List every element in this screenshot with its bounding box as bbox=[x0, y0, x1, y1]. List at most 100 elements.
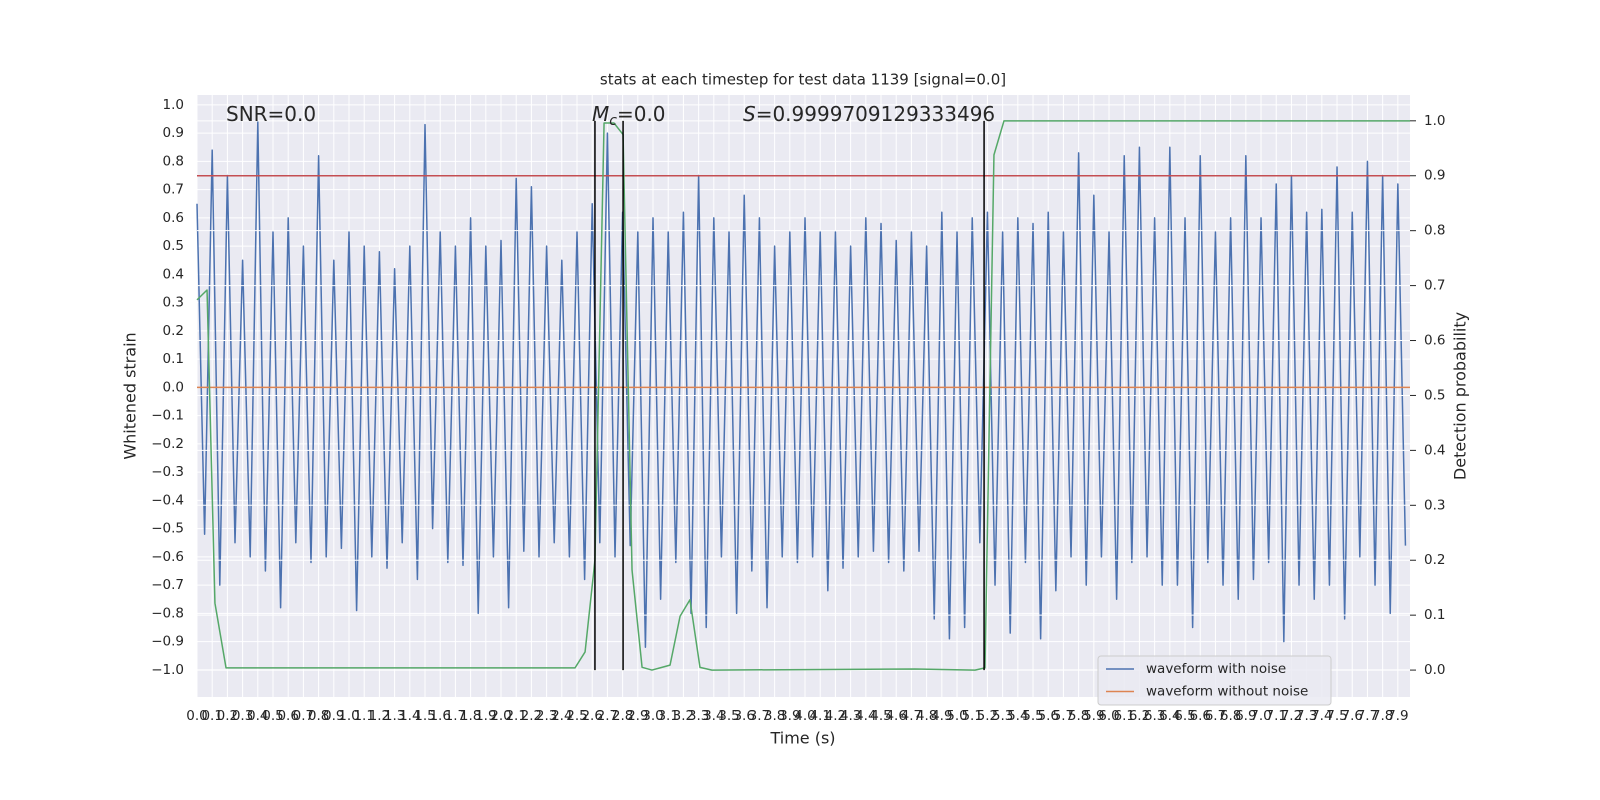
x-tick-label: 6.8 bbox=[1220, 708, 1241, 724]
x-tick-label: 7.6 bbox=[1341, 708, 1362, 724]
legend-label: waveform without noise bbox=[1146, 684, 1308, 700]
x-tick-label: 1.5 bbox=[414, 708, 435, 724]
x-tick-label: 0.1 bbox=[201, 708, 222, 724]
x-tick-label: 0.6 bbox=[277, 708, 298, 724]
x-tick-label: 4.4 bbox=[855, 708, 876, 724]
x-tick-label: 6.9 bbox=[1235, 708, 1256, 724]
x-tick-label: 3.8 bbox=[764, 708, 785, 724]
y-tick-label: −0.7 bbox=[151, 577, 184, 593]
annotation-text: =0.9999709129333496 bbox=[756, 102, 995, 126]
x-tick-label: 1.0 bbox=[338, 708, 359, 724]
y2-tick-label: 1.0 bbox=[1424, 113, 1445, 129]
y-tick-label: 0.2 bbox=[163, 323, 184, 339]
x-tick-label: 3.5 bbox=[718, 708, 739, 724]
x-tick-label: 0.5 bbox=[262, 708, 283, 724]
y2-tick-label: 0.3 bbox=[1424, 497, 1445, 513]
x-tick-label: 3.4 bbox=[703, 708, 724, 724]
x-tick-label: 0.8 bbox=[308, 708, 329, 724]
x-tick-label: 5.5 bbox=[1022, 708, 1043, 724]
x-tick-label: 3.6 bbox=[733, 708, 754, 724]
x-tick-label: 7.1 bbox=[1265, 708, 1286, 724]
x-tick-label: 4.8 bbox=[916, 708, 937, 724]
y2-tick-label: 0.4 bbox=[1424, 442, 1445, 458]
x-tick-label: 6.4 bbox=[1159, 708, 1180, 724]
y-tick-label: −0.6 bbox=[151, 549, 184, 565]
legend-label: waveform with noise bbox=[1146, 661, 1286, 677]
x-tick-label: 1.9 bbox=[475, 708, 496, 724]
x-tick-label: 3.9 bbox=[779, 708, 800, 724]
x-tick-label: 7.7 bbox=[1357, 708, 1378, 724]
x-tick-label: 1.6 bbox=[429, 708, 450, 724]
x-tick-label: 1.1 bbox=[353, 708, 374, 724]
x-tick-label: 7.4 bbox=[1311, 708, 1332, 724]
y-tick-label: 0.7 bbox=[163, 182, 184, 198]
y-tick-label: 1.0 bbox=[163, 97, 184, 113]
x-tick-label: 0.9 bbox=[323, 708, 344, 724]
annotation-text: =0.0 bbox=[617, 102, 666, 126]
x-tick-label: 7.2 bbox=[1281, 708, 1302, 724]
x-tick-label: 2.5 bbox=[566, 708, 587, 724]
y-tick-label: −1.0 bbox=[151, 662, 184, 678]
y-tick-label: −0.2 bbox=[151, 436, 184, 452]
x-tick-label: 1.4 bbox=[399, 708, 420, 724]
x-tick-label: 7.3 bbox=[1296, 708, 1317, 724]
x-tick-label: 3.0 bbox=[642, 708, 663, 724]
y2-tick-label: 0.1 bbox=[1424, 607, 1445, 623]
y2-tick-label: 0.5 bbox=[1424, 387, 1445, 403]
y-tick-label: 0.4 bbox=[163, 266, 184, 282]
y-tick-label: 0.9 bbox=[163, 125, 184, 141]
x-tick-label: 6.5 bbox=[1174, 708, 1195, 724]
y-tick-label: 0.0 bbox=[163, 379, 184, 395]
y-tick-label: −0.8 bbox=[151, 605, 184, 621]
chart-title: stats at each timestep for test data 113… bbox=[600, 71, 1006, 89]
x-tick-label: 3.7 bbox=[749, 708, 770, 724]
plot-area bbox=[197, 95, 1410, 697]
y-tick-label: −0.1 bbox=[151, 408, 184, 424]
x-axis-label: Time (s) bbox=[769, 729, 835, 748]
y-tick-label: −0.4 bbox=[151, 492, 184, 508]
x-tick-label: 5.2 bbox=[977, 708, 998, 724]
x-tick-label: 7.5 bbox=[1326, 708, 1347, 724]
x-tick-label: 7.8 bbox=[1372, 708, 1393, 724]
x-tick-label: 6.0 bbox=[1098, 708, 1119, 724]
x-tick-label: 0.0 bbox=[186, 708, 207, 724]
annotation-symbol: M bbox=[592, 102, 609, 126]
legend-box bbox=[1097, 655, 1332, 706]
y-tick-label: 0.1 bbox=[163, 351, 184, 367]
x-tick-label: 4.2 bbox=[825, 708, 846, 724]
x-tick-label: 3.3 bbox=[688, 708, 709, 724]
x-tick-label: 2.0 bbox=[490, 708, 511, 724]
x-tick-label: 2.1 bbox=[505, 708, 526, 724]
x-tick-label: 4.7 bbox=[901, 708, 922, 724]
x-tick-label: 4.6 bbox=[885, 708, 906, 724]
x-tick-label: 4.0 bbox=[794, 708, 815, 724]
x-tick-label: 6.1 bbox=[1113, 708, 1134, 724]
x-tick-label: 6.7 bbox=[1205, 708, 1226, 724]
y-tick-label: 0.8 bbox=[163, 153, 184, 169]
x-tick-label: 2.4 bbox=[551, 708, 572, 724]
x-tick-label: 1.8 bbox=[460, 708, 481, 724]
x-tick-label: 2.6 bbox=[581, 708, 602, 724]
x-tick-label: 5.9 bbox=[1083, 708, 1104, 724]
x-tick-label: 2.9 bbox=[627, 708, 648, 724]
y2-tick-label: 0.9 bbox=[1424, 168, 1445, 184]
y-tick-label: −0.3 bbox=[151, 464, 184, 480]
x-tick-label: 0.4 bbox=[247, 708, 268, 724]
y-tick-label: 0.5 bbox=[163, 238, 184, 254]
y-tick-label: 0.3 bbox=[163, 295, 184, 311]
annotation: SNR=0.0 bbox=[226, 102, 316, 126]
x-tick-label: 2.3 bbox=[536, 708, 557, 724]
y2-tick-label: 0.6 bbox=[1424, 333, 1445, 349]
x-tick-label: 5.6 bbox=[1037, 708, 1058, 724]
x-tick-label: 5.1 bbox=[961, 708, 982, 724]
y2-tick-label: 0.8 bbox=[1424, 223, 1445, 239]
x-tick-label: 6.6 bbox=[1189, 708, 1210, 724]
x-tick-label: 7.0 bbox=[1250, 708, 1271, 724]
y-tick-label: −0.9 bbox=[151, 634, 184, 650]
annotation-text: SNR=0.0 bbox=[226, 102, 316, 126]
x-tick-label: 0.2 bbox=[217, 708, 238, 724]
y-tick-label: −0.5 bbox=[151, 521, 184, 537]
x-tick-label: 6.2 bbox=[1129, 708, 1150, 724]
annotation: Mc=0.0 bbox=[592, 102, 666, 130]
